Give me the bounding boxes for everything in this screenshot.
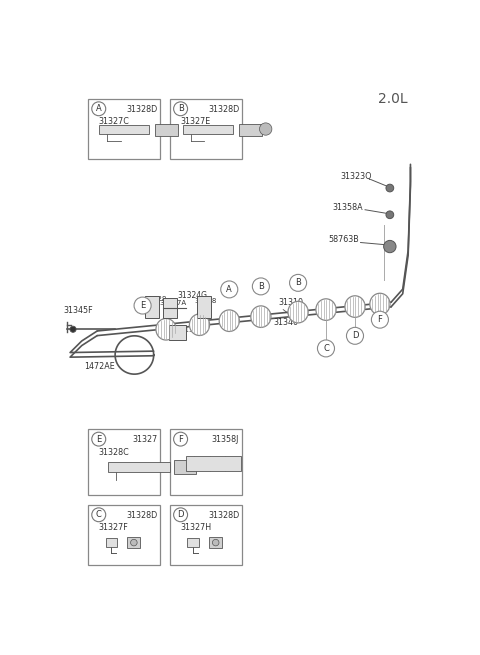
Text: D: D bbox=[352, 331, 358, 341]
Bar bbox=[197, 296, 211, 318]
Polygon shape bbox=[209, 537, 222, 548]
Text: C: C bbox=[323, 344, 329, 353]
Ellipse shape bbox=[156, 318, 176, 340]
Circle shape bbox=[174, 432, 188, 446]
Text: 31327F: 31327F bbox=[99, 523, 129, 533]
Text: 31328D: 31328D bbox=[208, 105, 239, 114]
Bar bbox=[183, 125, 233, 134]
Bar bbox=[88, 429, 160, 495]
Text: 31327C: 31327C bbox=[99, 117, 130, 126]
Circle shape bbox=[384, 240, 396, 253]
Ellipse shape bbox=[316, 299, 336, 320]
Ellipse shape bbox=[345, 296, 365, 317]
Circle shape bbox=[213, 539, 219, 546]
Circle shape bbox=[221, 281, 238, 298]
Ellipse shape bbox=[370, 293, 390, 315]
Text: 31327A: 31327A bbox=[160, 299, 187, 305]
Text: 31356A: 31356A bbox=[181, 327, 208, 333]
Bar bbox=[170, 429, 242, 495]
Text: 31345F: 31345F bbox=[64, 306, 93, 315]
Ellipse shape bbox=[288, 301, 308, 323]
Text: C: C bbox=[96, 510, 102, 519]
Text: E: E bbox=[140, 301, 145, 310]
Text: 31358J: 31358J bbox=[212, 436, 239, 444]
Circle shape bbox=[134, 297, 151, 314]
Text: 31328C: 31328C bbox=[99, 448, 130, 457]
Text: 31358A: 31358A bbox=[333, 202, 363, 212]
Text: B: B bbox=[178, 104, 183, 113]
Circle shape bbox=[289, 274, 307, 291]
Text: 31323Q: 31323Q bbox=[340, 172, 372, 181]
Text: 31328D: 31328D bbox=[208, 511, 239, 520]
Ellipse shape bbox=[190, 314, 210, 335]
Bar bbox=[168, 325, 186, 340]
Ellipse shape bbox=[219, 310, 240, 331]
Text: 31340: 31340 bbox=[274, 318, 299, 327]
Bar bbox=[186, 456, 241, 472]
Text: 31324G: 31324G bbox=[177, 291, 207, 300]
Circle shape bbox=[372, 311, 388, 328]
Text: 31327E: 31327E bbox=[180, 117, 211, 126]
Circle shape bbox=[92, 508, 106, 522]
Polygon shape bbox=[187, 538, 199, 547]
Circle shape bbox=[92, 432, 106, 446]
Circle shape bbox=[260, 123, 272, 135]
Text: E: E bbox=[96, 435, 101, 443]
Text: 31328D: 31328D bbox=[126, 105, 157, 114]
Text: 31310: 31310 bbox=[278, 297, 303, 307]
Bar bbox=[163, 298, 178, 318]
Text: A: A bbox=[96, 104, 102, 113]
Circle shape bbox=[386, 184, 394, 192]
Text: B: B bbox=[258, 282, 264, 291]
Bar bbox=[239, 124, 262, 136]
Bar bbox=[108, 462, 170, 472]
Circle shape bbox=[347, 328, 363, 345]
Circle shape bbox=[92, 102, 106, 116]
Circle shape bbox=[70, 326, 76, 332]
Text: 58763B: 58763B bbox=[329, 236, 360, 244]
Bar bbox=[155, 124, 178, 136]
Circle shape bbox=[252, 278, 269, 295]
Circle shape bbox=[174, 102, 188, 116]
Text: A: A bbox=[227, 285, 232, 294]
Bar bbox=[170, 505, 242, 565]
Text: 31327: 31327 bbox=[132, 436, 157, 444]
Text: 31328: 31328 bbox=[195, 298, 217, 304]
Polygon shape bbox=[127, 537, 141, 548]
Circle shape bbox=[174, 508, 188, 522]
Bar bbox=[174, 460, 196, 474]
Circle shape bbox=[131, 539, 137, 546]
Polygon shape bbox=[106, 538, 118, 547]
Text: 31328D: 31328D bbox=[126, 511, 157, 520]
Text: 1472AE: 1472AE bbox=[84, 362, 115, 371]
Text: 31328: 31328 bbox=[145, 295, 167, 301]
Bar bbox=[88, 505, 160, 565]
Bar bbox=[145, 296, 159, 318]
Text: F: F bbox=[178, 435, 183, 443]
Bar bbox=[170, 99, 242, 159]
Circle shape bbox=[386, 211, 394, 219]
Ellipse shape bbox=[251, 306, 271, 328]
Bar bbox=[99, 125, 149, 134]
Bar bbox=[88, 99, 160, 159]
Text: B: B bbox=[295, 278, 301, 288]
Circle shape bbox=[317, 340, 335, 357]
Text: 31327H: 31327H bbox=[180, 523, 212, 533]
Text: F: F bbox=[377, 315, 383, 324]
Text: D: D bbox=[177, 510, 184, 519]
Text: 2.0L: 2.0L bbox=[378, 92, 408, 105]
